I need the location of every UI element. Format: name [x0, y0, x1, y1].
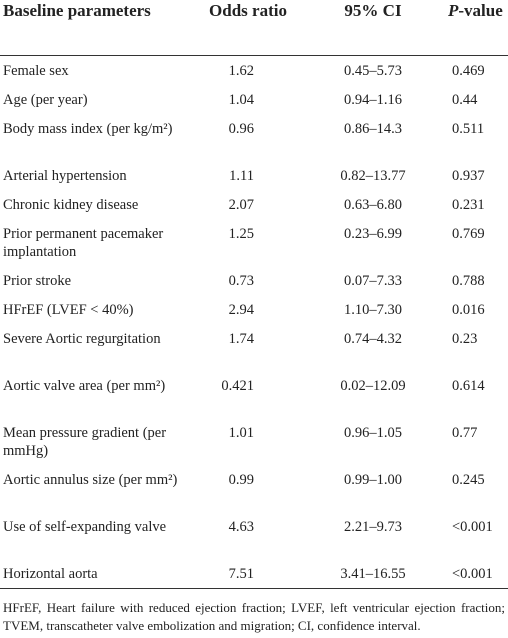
- cell: 1.01: [228, 425, 254, 441]
- cell: 0.82–13.77: [340, 168, 406, 184]
- table-row: Horizontal aorta 7.51 3.41–16.55 <0.001: [0, 559, 508, 589]
- cell: 0.937: [452, 168, 485, 184]
- table-row: Chronic kidney disease 2.07 0.63–6.80 0.231: [0, 190, 508, 219]
- cell: 4.63: [228, 519, 254, 535]
- cell: <0.001: [448, 559, 508, 589]
- table-row: Age (per year) 1.04 0.94–1.16 0.44: [0, 85, 508, 114]
- cell: 0.77: [452, 425, 478, 441]
- header-cell: P-value: [448, 0, 508, 56]
- cell: 0.44: [452, 92, 478, 108]
- cell: 0.614: [452, 378, 485, 394]
- header-cell: 95% CI: [298, 0, 448, 56]
- cell: 2.07: [228, 197, 254, 213]
- row-label: Age (per year): [3, 92, 88, 108]
- row-label: Prior stroke: [3, 273, 72, 289]
- cell: 2.21–9.73: [344, 519, 402, 535]
- row-label: Arterial hypertension: [3, 168, 127, 184]
- row-label: Chronic kidney disease: [3, 197, 139, 213]
- cell: 0.99–1.00: [344, 472, 402, 488]
- table-row: Prior permanent pacemaker implantation 1.…: [0, 219, 508, 266]
- cell: 0.07–7.33: [344, 273, 402, 289]
- cell: 0.23: [452, 331, 478, 347]
- table-row: Aortic valve area (per mm²) 0.421 0.02–12.…: [0, 371, 508, 418]
- table-row: Use of self-expanding valve 4.63 2.21–9.73…: [0, 512, 508, 559]
- header-cell: Baseline parameters: [0, 0, 198, 56]
- table-row: Prior stroke 0.73 0.07–7.33 0.788: [0, 266, 508, 295]
- header-cell: Odds ratio: [198, 0, 298, 56]
- cell: 0.421: [221, 378, 254, 394]
- cell: 1.74: [228, 331, 254, 347]
- row-label: Body mass index (per kg/m²): [3, 121, 173, 137]
- cell: 0.73: [228, 273, 254, 289]
- row-label: Mean pressure gradient (per mmHg): [3, 425, 167, 459]
- cell: 0.788: [452, 273, 485, 289]
- cell: 0.74–4.32: [344, 331, 402, 347]
- header-italic: P: [448, 1, 459, 20]
- cell: 0.231: [452, 197, 485, 213]
- cell: 0.96–1.05: [344, 425, 402, 441]
- cell: 3.41–16.55: [298, 559, 448, 589]
- cell: 0.99: [228, 472, 254, 488]
- table-row: Aortic annulus size (per mm²) 0.99 0.99–1.…: [0, 465, 508, 512]
- cell: 0.23–6.99: [344, 226, 402, 242]
- header-text: -value: [458, 1, 503, 20]
- cell: 0.469: [452, 63, 485, 79]
- row-label: Prior permanent pacemaker implantation: [3, 226, 164, 260]
- table-row: Mean pressure gradient (per mmHg) 1.01 0.9…: [0, 418, 508, 465]
- table-row: Body mass index (per kg/m²) 0.96 0.86–14.3…: [0, 114, 508, 161]
- table-row: Arterial hypertension 1.11 0.82–13.77 0.937: [0, 161, 508, 190]
- cell: 2.94: [228, 302, 254, 318]
- row-label: HFrEF (LVEF < 40%): [3, 302, 134, 318]
- row-label: Aortic annulus size (per mm²): [3, 472, 178, 488]
- cell: 1.11: [229, 168, 254, 184]
- cell: 0.63–6.80: [344, 197, 402, 213]
- table-body: Female sex 1.62 0.45–5.73 0.469 Age (per yea…: [0, 56, 508, 589]
- cell: 7.51: [198, 559, 298, 589]
- cell: 0.769: [452, 226, 485, 242]
- cell: 0.245: [452, 472, 485, 488]
- table-row: Female sex 1.62 0.45–5.73 0.469: [0, 56, 508, 86]
- cell: 0.96: [228, 121, 254, 137]
- cell: 1.25: [228, 226, 254, 242]
- row-label: Horizontal aorta: [0, 559, 198, 589]
- results-table: Baseline parameters Odds ratio 95% CI P-val…: [0, 0, 508, 589]
- cell: 0.02–12.09: [340, 378, 406, 394]
- cell: 1.04: [228, 92, 254, 108]
- row-label: Use of self-expanding valve: [3, 519, 167, 535]
- cell: 0.94–1.16: [344, 92, 402, 108]
- cell: 1.10–7.30: [344, 302, 402, 318]
- cell: 0.86–14.3: [344, 121, 402, 137]
- row-label: Severe Aortic regurgitation: [3, 331, 161, 347]
- row-label: Aortic valve area (per mm²): [3, 378, 166, 394]
- cell: 0.45–5.73: [344, 63, 402, 79]
- cell: 0.511: [452, 121, 485, 137]
- footnote: HFrEF, Heart failure with reduced ejecti…: [3, 600, 505, 633]
- cell: <0.001: [452, 519, 493, 535]
- cell: 0.016: [452, 302, 485, 318]
- header-row: Baseline parameters Odds ratio 95% CI P-val…: [0, 0, 508, 56]
- table-row: HFrEF (LVEF < 40%) 2.94 1.10–7.30 0.016: [0, 295, 508, 324]
- cell: 1.62: [228, 63, 254, 79]
- table-row: Severe Aortic regurgitation 1.74 0.74–4.32…: [0, 324, 508, 371]
- row-label: Female sex: [3, 63, 69, 79]
